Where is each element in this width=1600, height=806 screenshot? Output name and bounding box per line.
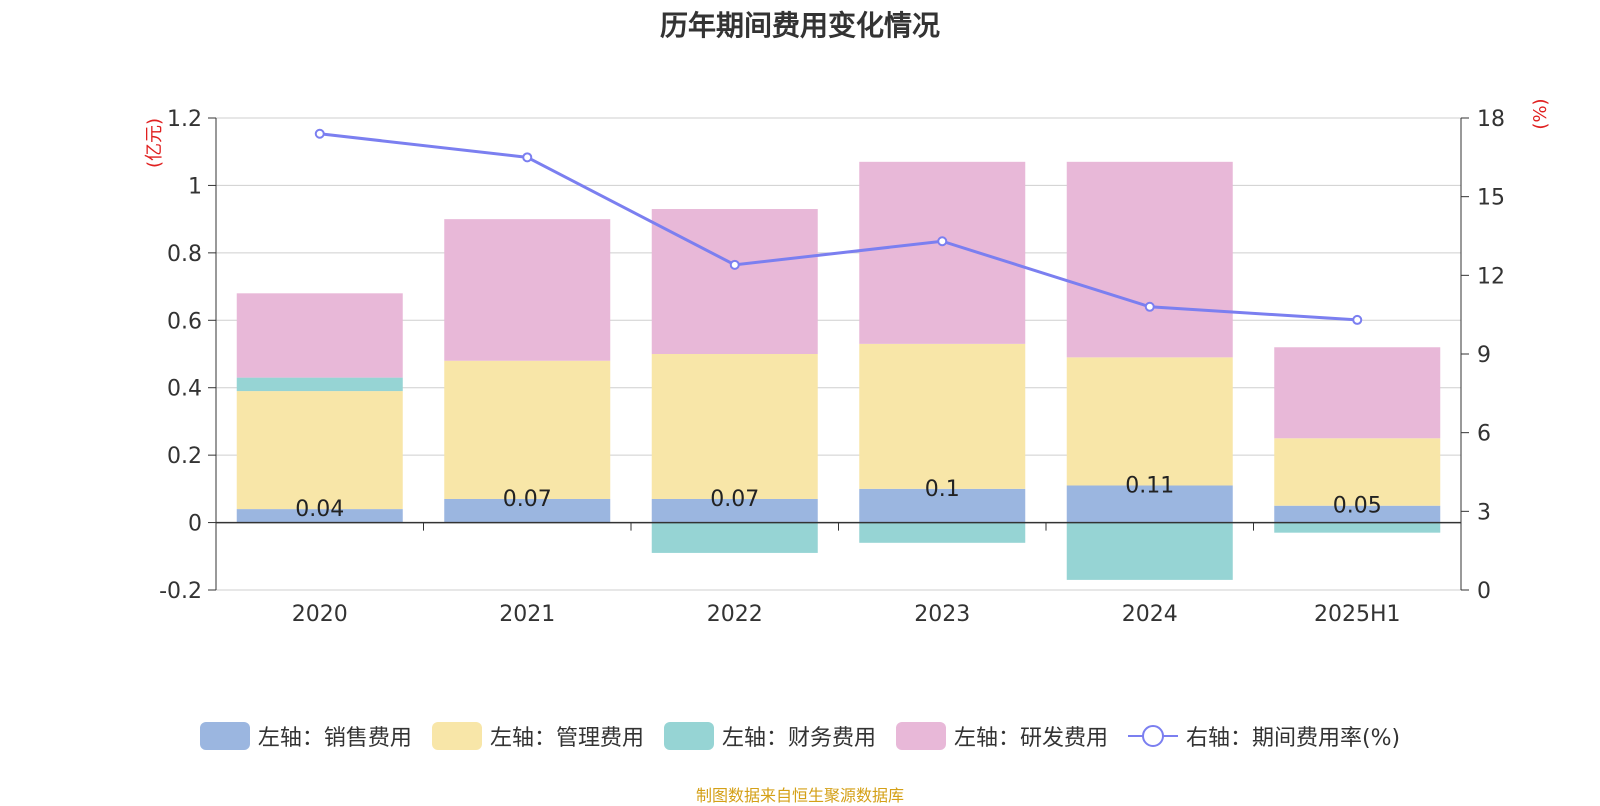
right-tick-label: 9	[1477, 343, 1491, 368]
legend-item-admin[interactable]: 左轴：管理费用	[431, 720, 644, 752]
legend-swatch-rnd	[895, 722, 946, 750]
bar-segment-1	[651, 354, 818, 499]
rate-point	[937, 236, 948, 247]
right-tick-label: 12	[1477, 264, 1505, 289]
data-label-sales: 0.05	[1333, 494, 1382, 519]
rate-point	[729, 259, 740, 270]
rate-point	[1144, 301, 1155, 312]
data-label-sales: 0.11	[1125, 473, 1174, 498]
rate-point	[522, 152, 533, 163]
left-tick-label: 1.2	[167, 107, 202, 132]
x-tick-label: 2022	[707, 602, 763, 627]
legend-line-icon	[1127, 725, 1178, 747]
bar-segment-3	[651, 209, 818, 354]
legend-label-rate: 右轴：期间费用率(%)	[1185, 726, 1401, 751]
bar-segment-0	[859, 488, 1026, 523]
legend-item-rate[interactable]: 右轴：期间费用率(%)	[1127, 720, 1401, 752]
legend-item-finance[interactable]: 左轴：财务费用	[663, 720, 876, 752]
bar-segment-0	[236, 509, 403, 523]
bar-segment-3	[444, 219, 611, 361]
rate-point	[1352, 314, 1363, 325]
source-note: 制图数据来自恒生聚源数据库	[695, 786, 904, 805]
right-tick-label: 6	[1477, 422, 1491, 447]
chart-title: 历年期间费用变化情况	[659, 9, 940, 42]
bar-segment-1	[1066, 357, 1233, 486]
legend-item-rnd[interactable]: 左轴：研发费用	[895, 720, 1108, 752]
legend-swatch-admin	[431, 722, 482, 750]
bar-segment-0	[651, 498, 818, 523]
left-tick-label: -0.2	[159, 579, 202, 604]
data-label-sales: 0.07	[503, 487, 552, 512]
bar-segment-0	[1274, 505, 1441, 523]
x-tick-label: 2020	[292, 602, 348, 627]
bar-segment-3	[859, 161, 1026, 344]
left-axis-unit: (亿元)	[144, 118, 165, 168]
bar-segment-0	[1066, 485, 1233, 523]
bar-segment-2	[236, 377, 403, 392]
data-label-sales: 0.1	[925, 477, 960, 502]
bar-segment-2	[1274, 522, 1441, 533]
bar-segment-2	[1066, 522, 1233, 580]
left-tick-label: 0	[188, 512, 202, 537]
bar-segment-3	[236, 293, 403, 378]
chart-svg: 1.2 1 0.8 0.6 0.4 0.2 0 -0.2 18 15 12 9 6 3 0 (亿元) (%) 20…	[144, 98, 1551, 627]
x-tick-label: 2025H1	[1314, 602, 1401, 627]
data-label-sales: 0.07	[710, 487, 759, 512]
bar-segment-2	[651, 522, 818, 553]
legend-swatch-sales	[199, 722, 250, 750]
bar-segment-3	[1066, 161, 1233, 358]
bar-segment-2	[859, 522, 1026, 543]
bar-segment-1	[444, 360, 611, 499]
left-tick-label: 0.4	[167, 377, 202, 402]
right-tick-label: 15	[1477, 186, 1505, 211]
legend-label-finance: 左轴：财务费用	[721, 726, 876, 751]
legend-swatch-finance	[663, 722, 714, 750]
x-tick-label: 2021	[499, 602, 555, 627]
legend-label-rnd: 左轴：研发费用	[953, 726, 1108, 751]
left-tick-label: 0.8	[167, 242, 202, 267]
left-tick-label: 0.6	[167, 309, 202, 334]
x-tick-label: 2024	[1122, 602, 1178, 627]
bar-segment-1	[859, 343, 1026, 489]
legend: 左轴：销售费用 左轴：管理费用 左轴：财务费用 左轴：研发费用 右轴：期间费用率…	[0, 720, 1600, 752]
legend-label-admin: 左轴：管理费用	[489, 726, 644, 751]
x-tick-label: 2023	[914, 602, 970, 627]
bar-segment-1	[1274, 438, 1441, 506]
legend-item-sales[interactable]: 左轴：销售费用	[199, 720, 412, 752]
rate-point	[314, 128, 325, 139]
bar-segment-0	[444, 498, 611, 523]
rate-line	[319, 132, 1358, 322]
legend-label-sales: 左轴：销售费用	[257, 726, 412, 751]
left-tick-label: 1	[188, 174, 202, 199]
data-label-sales: 0.04	[295, 497, 344, 522]
right-tick-label: 3	[1477, 500, 1491, 525]
bar-segment-1	[236, 391, 403, 510]
bar-segment-3	[1274, 347, 1441, 439]
right-tick-label: 18	[1477, 107, 1505, 132]
left-tick-label: 0.2	[167, 444, 202, 469]
right-axis-unit: (%)	[1530, 98, 1551, 129]
right-tick-label: 0	[1477, 579, 1491, 604]
